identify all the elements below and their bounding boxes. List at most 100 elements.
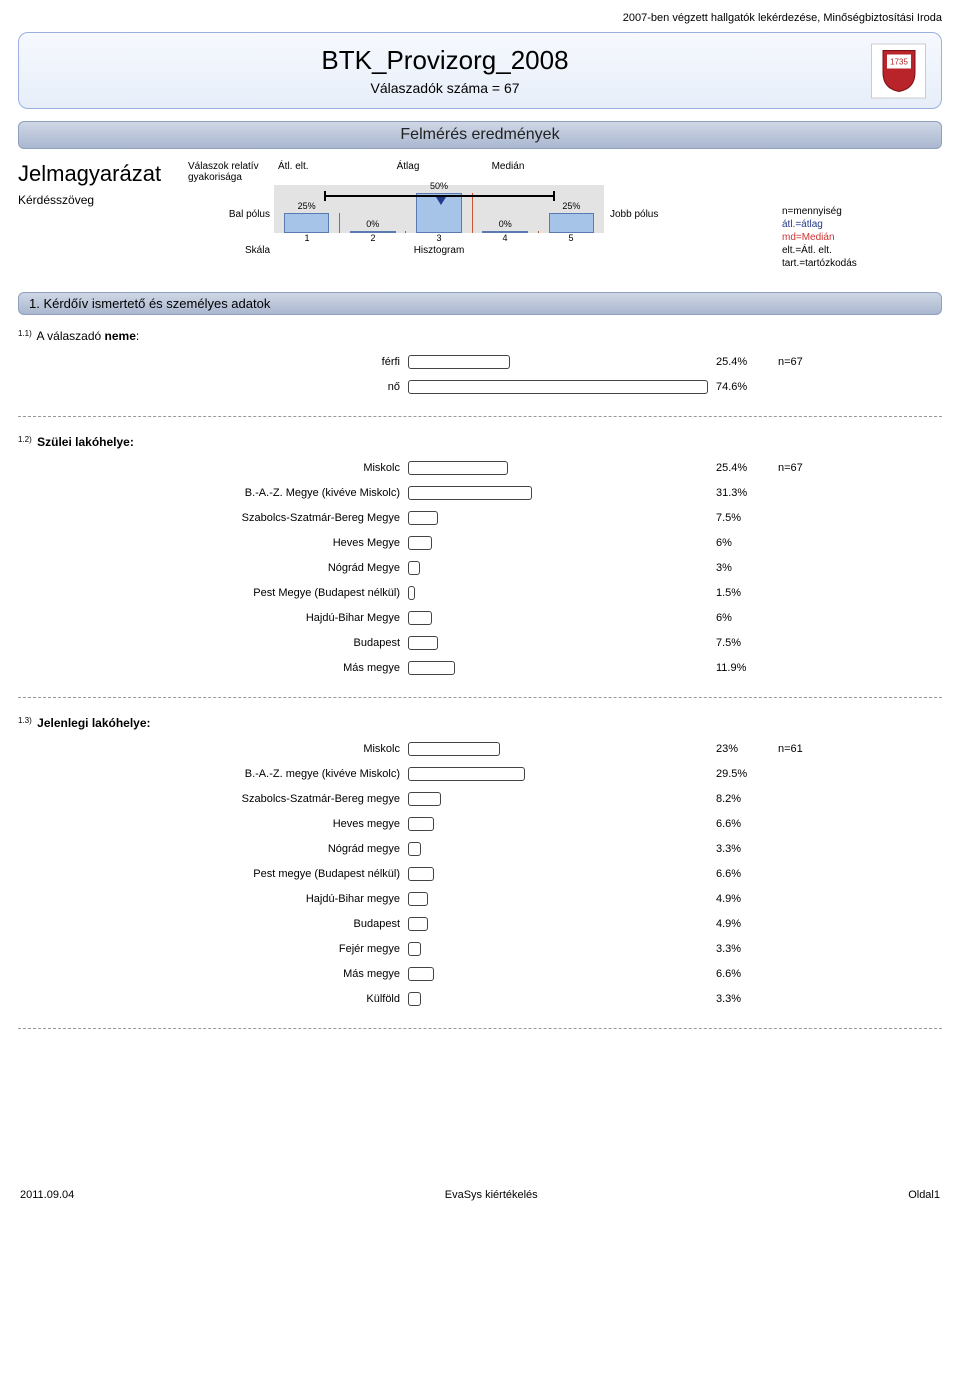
response-pct: 1.5% [708,587,778,599]
crest-logo: 1735 [871,43,926,98]
q-title-text: Szülei lakóhelye: [37,435,134,449]
response-pct: 3.3% [708,993,778,1005]
response-pct: 8.2% [708,793,778,805]
legend-jobb-polus: Jobb pólus [604,183,684,243]
response-bar-area [408,942,708,956]
response-label: Budapest [18,918,408,930]
separator [18,697,942,698]
q-title-text: A válaszadó neme: [36,329,139,343]
response-pct: 4.9% [708,918,778,930]
hist-pct: 25% [562,201,580,211]
response-bar [408,817,434,831]
response-row: Nógrád Megye 3% [18,557,942,579]
response-pct: 25.4% [708,462,778,474]
response-row: B.-A.-Z. Megye (kivéve Miskolc)31.3% [18,482,942,504]
response-pct: 3% [708,562,778,574]
response-bar-area [408,842,708,856]
response-label: Nógrád megye [18,843,408,855]
response-bar [408,867,434,881]
response-label: Nógrád Megye [18,562,408,574]
footer-date: 2011.09.04 [20,1189,74,1201]
response-pct: 7.5% [708,512,778,524]
response-bar-area [408,817,708,831]
response-bar-area [408,586,708,600]
response-bar [408,917,428,931]
hist-bar [350,231,396,233]
response-bar-area [408,792,708,806]
legend-stat-n: n=mennyiség [782,205,942,218]
response-bar [408,611,432,625]
response-bar [408,536,432,550]
hist-pct: 50% [430,181,448,191]
response-bar-area [408,661,708,675]
response-row: B.-A.-Z. megye (kivéve Miskolc)29.5% [18,763,942,785]
document-subtitle: Válaszadók száma = 67 [39,80,851,96]
response-bar-area [408,511,708,525]
response-row: Más megye11.9% [18,657,942,679]
legend-bal-polus: Bal pólus [188,183,274,243]
response-bar [408,561,420,575]
footer-source: EvaSys kiértékelés [445,1189,538,1201]
response-label: Pest megye (Budapest nélkül) [18,868,408,880]
response-bar [408,511,438,525]
response-bar [408,967,434,981]
results-header: Felmérés eredmények [18,121,942,149]
question-1-2: 1.2) Szülei lakóhelye: Miskolc25.4%n=67B… [18,435,942,679]
legend-stat-elt: elt.=Átl. elt. [782,244,942,257]
response-bar [408,942,421,956]
response-pct: 74.6% [708,381,778,393]
response-label: Szabolcs-Szatmár-Bereg Megye [18,512,408,524]
hist-col: 25% [539,213,604,233]
response-bar-area [408,355,708,369]
response-bar [408,892,428,906]
response-bar-area [408,767,708,781]
response-label: Hajdú-Bihar Megye [18,612,408,624]
response-label: Miskolc [18,462,408,474]
q-num: 1.1) [18,329,32,338]
response-label: Fejér megye [18,943,408,955]
response-bar [408,355,510,369]
response-n: n=67 [778,356,803,368]
response-n: n=67 [778,462,803,474]
response-pct: 3.3% [708,843,778,855]
footer: 2011.09.04 EvaSys kiértékelés Oldal1 [18,1189,942,1201]
response-bar [408,661,455,675]
response-bar [408,486,532,500]
axis-tick: 4 [472,233,538,243]
separator [18,1028,942,1029]
response-label: Hajdú-Bihar megye [18,893,408,905]
legend-skala: Skála [188,245,274,256]
hist-pct: 25% [298,201,316,211]
response-bar [408,742,500,756]
legend-atlag: Átlag [348,161,468,183]
document-title: BTK_Provizorg_2008 [39,45,851,76]
legend: Jelmagyarázat Kérdésszöveg Válaszok rela… [18,161,942,270]
legend-stat-tart: tart.=tartózkodás [782,257,942,270]
avg-marker-icon [436,197,446,205]
response-bar-area [408,992,708,1006]
question-1-1: 1.1) A válaszadó neme: férfi25.4%n=67nő7… [18,329,942,398]
response-label: Miskolc [18,743,408,755]
legend-stats: n=mennyiség átl.=átlag md=Medián elt.=Át… [782,161,942,270]
response-label: férfi [18,356,408,368]
response-bar-area [408,917,708,931]
response-row: Fejér megye3.3% [18,938,942,960]
response-bar-area [408,967,708,981]
q-title-text: Jelenlegi lakóhelye: [37,716,150,730]
response-bar-area [408,536,708,550]
hist-bar [284,213,330,233]
header-context: 2007-ben végzett hallgatók lekérdezése, … [18,12,942,24]
response-n: n=61 [778,743,803,755]
response-row: Hajdú-Bihar Megye6% [18,607,942,629]
legend-atl-elt: Átl. elt. [278,161,348,183]
response-pct: 23% [708,743,778,755]
response-row: Budapest 4.9% [18,913,942,935]
response-bar [408,842,421,856]
response-row: Hajdú-Bihar megye4.9% [18,888,942,910]
legend-question-label: Kérdésszöveg [18,193,188,207]
legend-stat-atl: átl.=átlag [782,218,942,231]
response-pct: 6.6% [708,868,778,880]
response-label: Szabolcs-Szatmár-Bereg megye [18,793,408,805]
response-row: férfi25.4%n=67 [18,351,942,373]
hist-pct: 0% [499,219,512,229]
